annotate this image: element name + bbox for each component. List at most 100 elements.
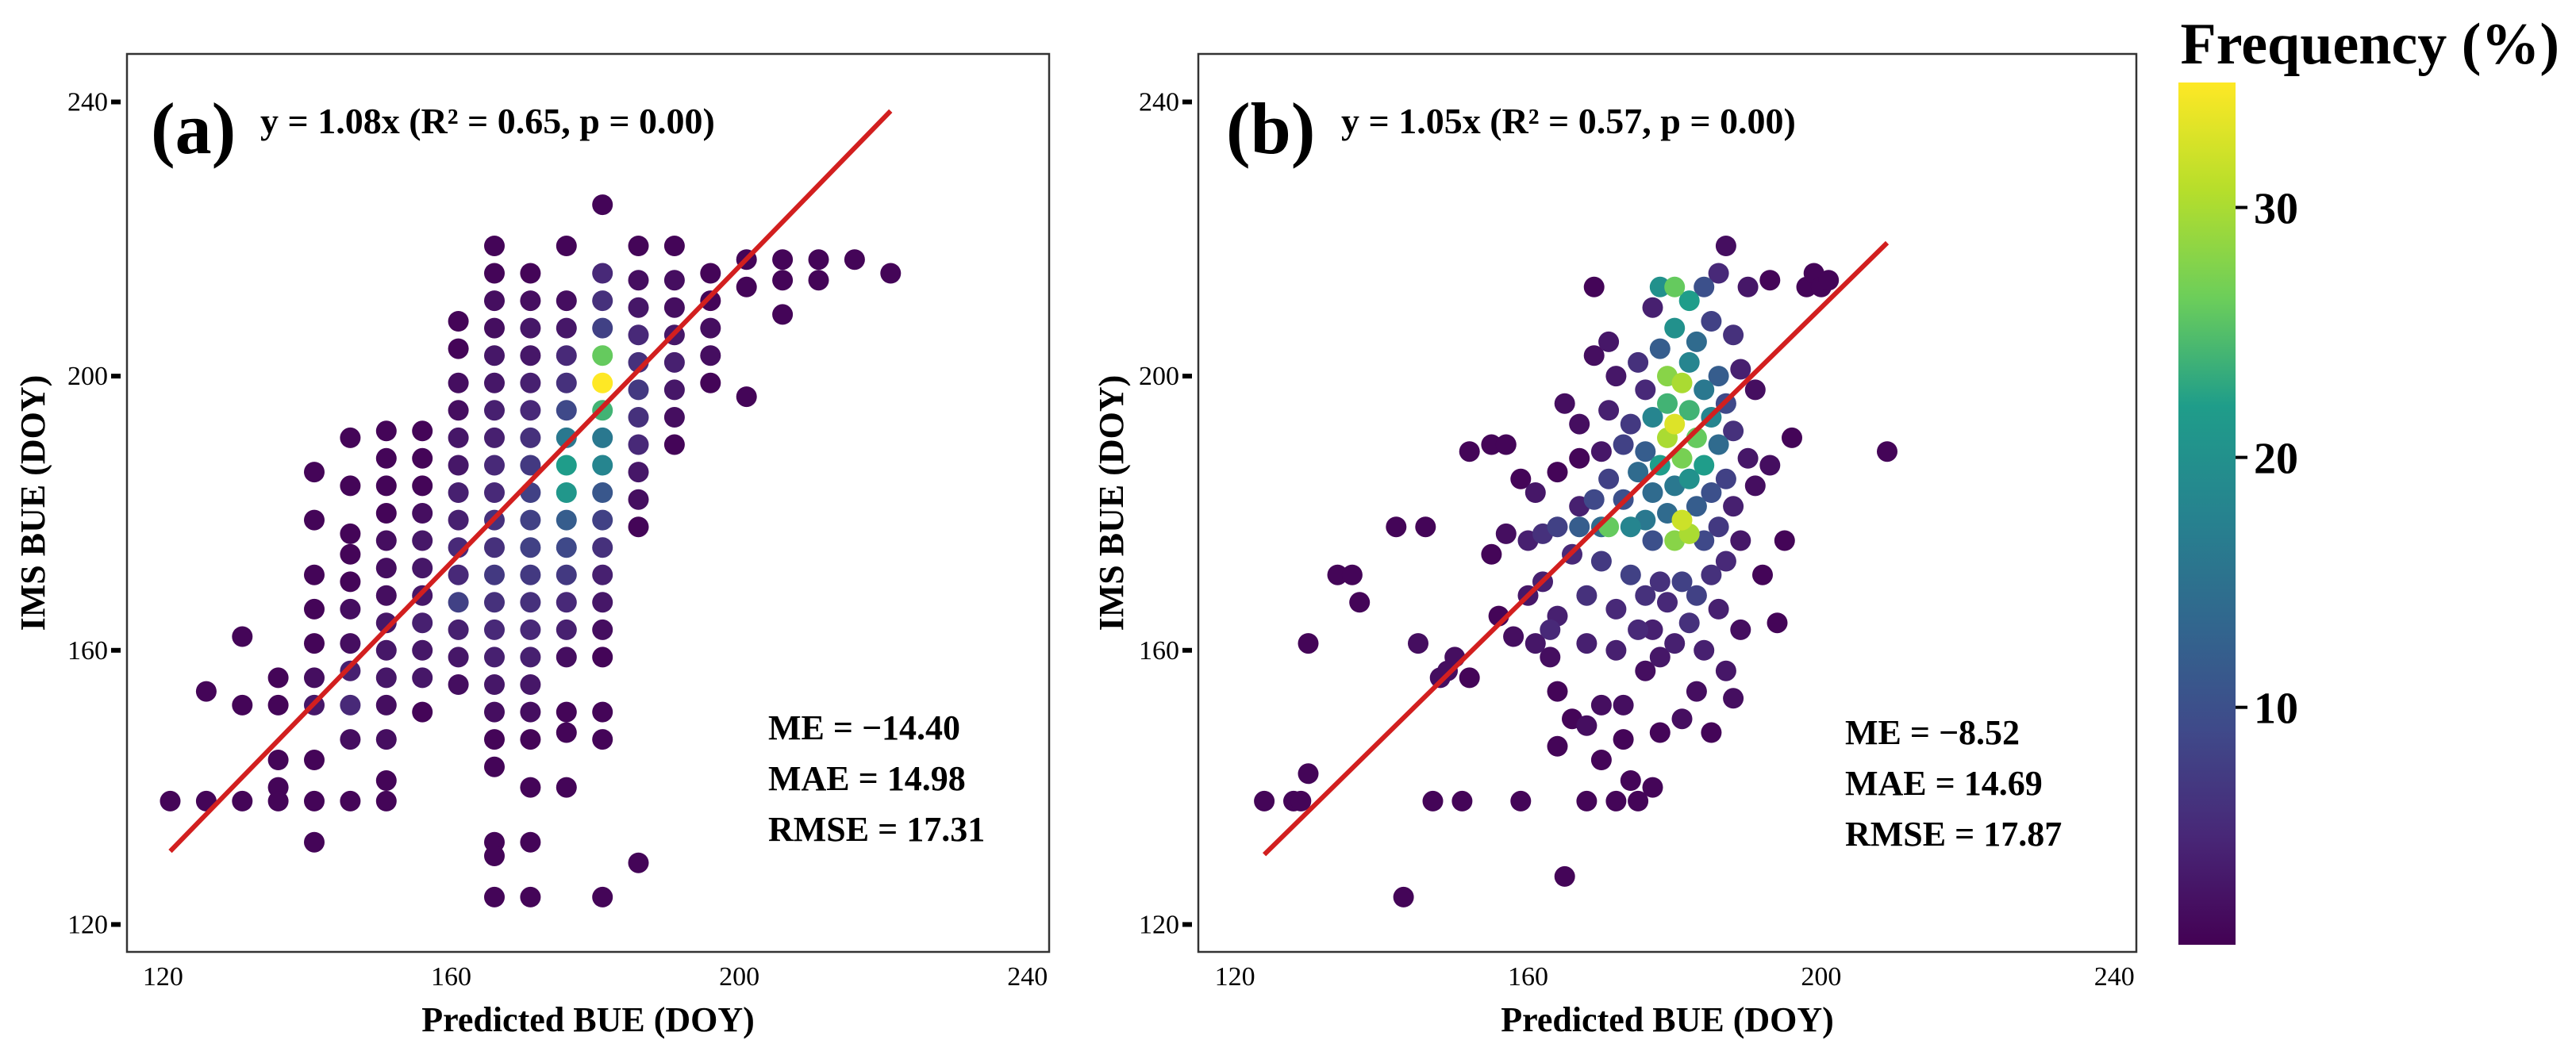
scatter-point (232, 790, 253, 812)
scatter-point (520, 777, 541, 798)
scatter-point (1576, 715, 1598, 736)
scatter-point (1694, 455, 1715, 476)
scatter-point (484, 372, 505, 393)
scatter-point (1730, 619, 1751, 640)
scatter-point (1605, 790, 1627, 812)
scatter-point (556, 509, 577, 531)
scatter-point (556, 427, 577, 448)
scatter-point (1524, 633, 1546, 654)
colorbar-tick-label: 10 (2254, 685, 2298, 734)
y-tick-label: 240 (1139, 87, 1179, 117)
scatter-point (484, 427, 505, 448)
scatter-point (484, 674, 505, 695)
scatter-point (375, 585, 397, 606)
scatter-point (1590, 694, 1612, 716)
panel-b-y-axis-title: IMS BUE (DOY) (1092, 375, 1131, 631)
scatter-point (304, 831, 325, 853)
scatter-point (340, 694, 361, 716)
scatter-point (1701, 722, 1722, 743)
scatter-point (448, 372, 469, 393)
scatter-point (1590, 750, 1612, 770)
y-tick-label: 120 (1139, 910, 1179, 939)
scatter-point (1694, 639, 1715, 661)
scatter-point (375, 790, 397, 812)
scatter-point (520, 427, 541, 448)
scatter-point (1694, 379, 1715, 401)
scatter-point (1598, 468, 1620, 489)
scatter-point (1620, 564, 1641, 585)
scatter-point (592, 345, 613, 366)
scatter-point (592, 537, 613, 558)
scatter-point (520, 592, 541, 613)
scatter-point (448, 674, 469, 695)
scatter-point (772, 249, 794, 271)
scatter-point (1590, 551, 1612, 572)
scatter-point (844, 249, 865, 271)
y-tick-label: 240 (67, 87, 108, 117)
scatter-point (1671, 372, 1693, 393)
scatter-point (592, 455, 613, 476)
colorbar-gradient (2178, 82, 2236, 945)
scatter-point (1715, 468, 1736, 489)
scatter-point (520, 263, 541, 284)
scatter-point (1715, 236, 1736, 256)
scatter-point (556, 236, 577, 256)
scatter-point (1583, 345, 1605, 366)
scatter-point (1686, 331, 1707, 352)
scatter-point (592, 482, 613, 503)
scatter-point (520, 317, 541, 339)
scatter-point (520, 372, 541, 393)
scatter-point (1678, 400, 1700, 421)
scatter-point (628, 324, 649, 346)
scatter-point (412, 530, 433, 551)
scatter-point (592, 647, 613, 668)
scatter-point (663, 236, 685, 256)
panel-a-y-ticks: 120 160 200 240 (67, 87, 121, 939)
scatter-point (304, 509, 325, 531)
scatter-point (1671, 509, 1693, 531)
scatter-point (628, 407, 649, 428)
scatter-point (556, 537, 577, 558)
scatter-point (484, 400, 505, 421)
scatter-point (484, 455, 505, 476)
x-tick-label: 200 (719, 962, 759, 992)
scatter-point (484, 482, 505, 503)
scatter-point (375, 475, 397, 497)
scatter-point (1635, 379, 1656, 401)
panel-b-letter: (b) (1226, 88, 1315, 169)
scatter-point (412, 447, 433, 469)
scatter-point (1620, 770, 1641, 791)
scatter-point (1605, 366, 1627, 387)
scatter-point (1635, 585, 1656, 606)
scatter-point (340, 475, 361, 497)
scatter-point (520, 345, 541, 366)
scatter-point (628, 379, 649, 401)
colorbar-tick-label: 20 (2254, 435, 2298, 484)
scatter-point (1503, 626, 1524, 647)
scatter-point (1671, 571, 1693, 593)
scatter-point (1642, 407, 1663, 428)
scatter-point (340, 543, 361, 565)
scatter-point (304, 790, 325, 812)
scatter-point (1686, 496, 1707, 517)
y-tick-label: 200 (1139, 362, 1179, 391)
scatter-point (556, 290, 577, 312)
scatter-point (412, 701, 433, 723)
scatter-point (375, 530, 397, 551)
scatter-point (628, 434, 649, 455)
scatter-point (1649, 647, 1671, 668)
scatter-point (375, 447, 397, 469)
scatter-point (700, 263, 721, 284)
scatter-point (1459, 441, 1480, 462)
scatter-point (520, 509, 541, 531)
scatter-point (736, 386, 757, 408)
scatter-point (484, 701, 505, 723)
colorbar-title: Frequency (%) (2181, 12, 2560, 77)
scatter-point (1598, 400, 1620, 421)
scatter-point (267, 750, 289, 770)
scatter-point (520, 674, 541, 695)
scatter-point (1459, 667, 1480, 689)
scatter-point (1635, 441, 1656, 462)
colorbar-ticks: 10 20 30 (2236, 185, 2298, 734)
scatter-point (1576, 585, 1598, 606)
